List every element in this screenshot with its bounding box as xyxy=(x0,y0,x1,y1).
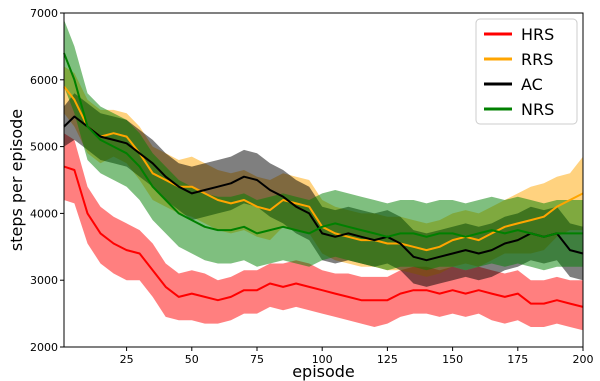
x-tick-label: 175 xyxy=(507,353,528,366)
y-axis-ticks: 2000 3000 4000 5000 6000 7000 xyxy=(30,7,64,354)
plot-frame xyxy=(63,12,584,348)
x-axis-ticks: 25 50 75 100 125 150 175 200 xyxy=(120,347,594,366)
legend: HRS RRS AC NRS xyxy=(475,18,578,125)
confidence-bands xyxy=(64,19,583,331)
y-tick-label: 5000 xyxy=(30,141,58,154)
x-axis-label: episode xyxy=(292,362,355,381)
line-ac xyxy=(63,115,584,262)
legend-label: HRS xyxy=(521,25,554,44)
y-axis-label: steps per episode xyxy=(7,109,26,251)
x-tick-label: 100 xyxy=(312,353,333,366)
x-tick-label: 50 xyxy=(185,353,199,366)
y-tick-label: 4000 xyxy=(30,207,58,220)
legend-box xyxy=(475,18,578,125)
x-tick-label: 125 xyxy=(377,353,398,366)
x-tick-label: 200 xyxy=(573,353,594,366)
x-tick-label: 25 xyxy=(120,353,134,366)
y-tick-label: 3000 xyxy=(30,274,58,287)
band-hrs xyxy=(64,133,583,331)
y-tick-label: 6000 xyxy=(30,74,58,87)
band-nrs xyxy=(64,19,583,271)
y-tick-label: 7000 xyxy=(30,7,58,20)
y-tick-label: 2000 xyxy=(30,341,58,354)
line-nrs xyxy=(63,52,583,238)
series-lines xyxy=(63,52,584,308)
legend-label: NRS xyxy=(521,100,554,119)
x-tick-label: 150 xyxy=(442,353,463,366)
legend-label: AC xyxy=(521,75,543,94)
x-tick-label: 75 xyxy=(250,353,264,366)
line-hrs xyxy=(63,165,584,308)
legend-label: RRS xyxy=(521,50,553,69)
